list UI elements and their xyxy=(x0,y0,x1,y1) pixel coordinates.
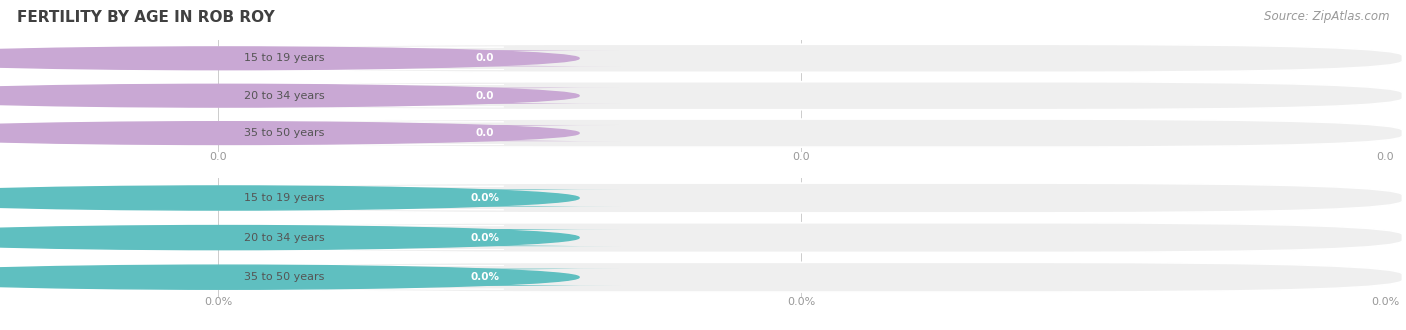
Text: 0.0: 0.0 xyxy=(475,128,495,138)
FancyBboxPatch shape xyxy=(201,183,1402,213)
FancyBboxPatch shape xyxy=(172,226,503,249)
Text: FERTILITY BY AGE IN ROB ROY: FERTILITY BY AGE IN ROB ROY xyxy=(17,10,274,25)
FancyBboxPatch shape xyxy=(350,229,620,246)
Text: 0.0%: 0.0% xyxy=(471,233,499,243)
FancyBboxPatch shape xyxy=(350,125,620,141)
FancyBboxPatch shape xyxy=(201,223,1402,252)
Text: 0.0: 0.0 xyxy=(475,53,495,63)
FancyBboxPatch shape xyxy=(201,44,1402,72)
FancyBboxPatch shape xyxy=(201,119,1402,147)
FancyBboxPatch shape xyxy=(201,82,1402,110)
FancyBboxPatch shape xyxy=(172,265,503,289)
FancyBboxPatch shape xyxy=(172,47,503,70)
Text: 0.0%: 0.0% xyxy=(787,297,815,307)
Text: 35 to 50 years: 35 to 50 years xyxy=(243,128,323,138)
Text: 0.0: 0.0 xyxy=(793,152,810,162)
FancyBboxPatch shape xyxy=(201,262,1402,292)
Text: 15 to 19 years: 15 to 19 years xyxy=(243,193,325,203)
Text: 0.0%: 0.0% xyxy=(471,193,499,203)
FancyBboxPatch shape xyxy=(350,189,620,207)
Circle shape xyxy=(0,186,579,210)
Text: 35 to 50 years: 35 to 50 years xyxy=(243,272,323,282)
FancyBboxPatch shape xyxy=(350,50,620,66)
Circle shape xyxy=(0,225,579,250)
Circle shape xyxy=(0,265,579,289)
FancyBboxPatch shape xyxy=(172,122,503,144)
Text: 20 to 34 years: 20 to 34 years xyxy=(243,91,325,101)
Text: 0.0%: 0.0% xyxy=(204,297,232,307)
Text: 0.0: 0.0 xyxy=(475,91,495,101)
Text: Source: ZipAtlas.com: Source: ZipAtlas.com xyxy=(1264,10,1389,23)
Text: 20 to 34 years: 20 to 34 years xyxy=(243,233,325,243)
Text: 0.0: 0.0 xyxy=(1376,152,1393,162)
FancyBboxPatch shape xyxy=(172,84,503,107)
Text: 15 to 19 years: 15 to 19 years xyxy=(243,53,325,63)
Circle shape xyxy=(0,122,579,145)
FancyBboxPatch shape xyxy=(172,186,503,210)
Circle shape xyxy=(0,47,579,70)
FancyBboxPatch shape xyxy=(350,87,620,104)
Text: 0.0: 0.0 xyxy=(209,152,226,162)
Text: 0.0%: 0.0% xyxy=(1371,297,1399,307)
Text: 0.0%: 0.0% xyxy=(471,272,499,282)
Circle shape xyxy=(0,84,579,107)
FancyBboxPatch shape xyxy=(350,269,620,286)
